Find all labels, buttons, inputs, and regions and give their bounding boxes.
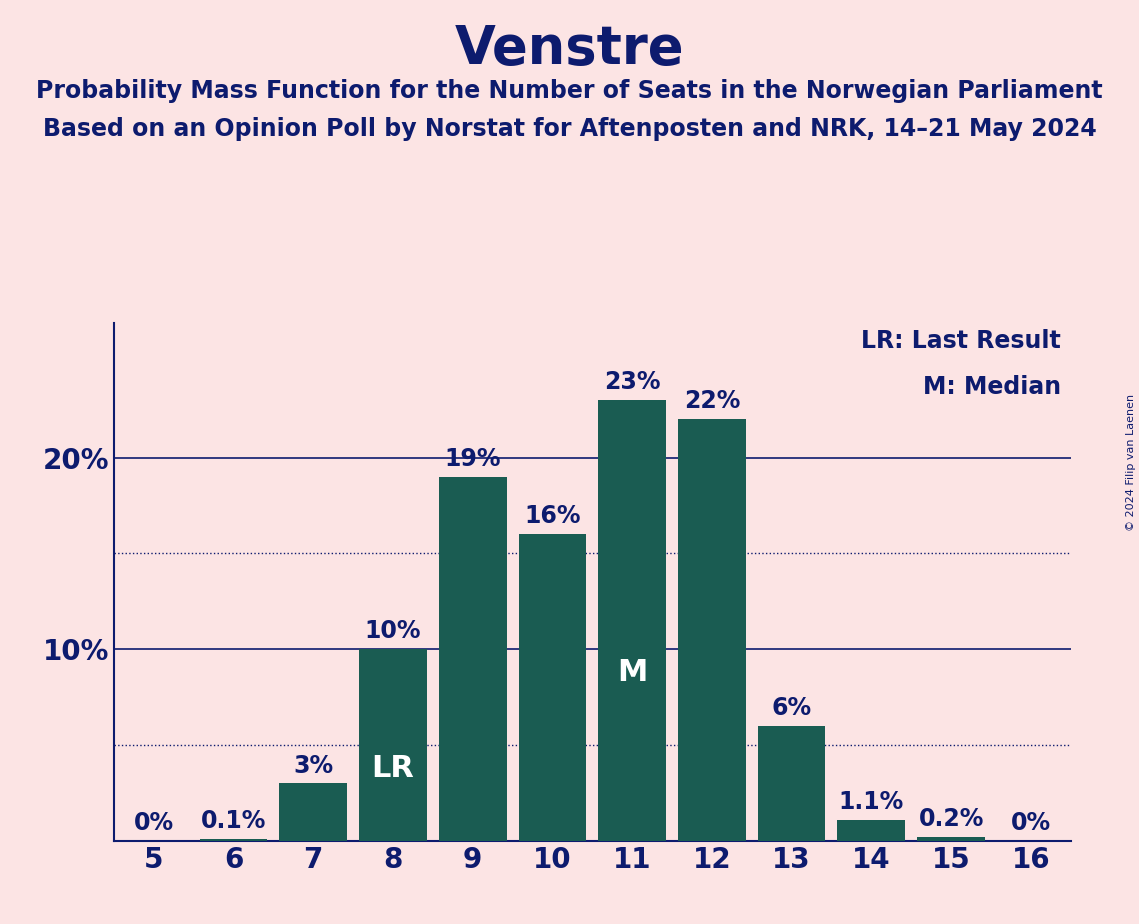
Bar — [439, 477, 507, 841]
Text: M: Median: M: Median — [923, 375, 1062, 399]
Bar — [917, 837, 985, 841]
Text: 3%: 3% — [293, 754, 334, 778]
Text: LR: Last Result: LR: Last Result — [861, 329, 1062, 353]
Text: 1.1%: 1.1% — [838, 790, 904, 814]
Text: 0%: 0% — [1010, 811, 1051, 835]
Bar — [678, 419, 746, 841]
Text: M: M — [617, 658, 647, 687]
Text: 0%: 0% — [133, 811, 174, 835]
Text: Based on an Opinion Poll by Norstat for Aftenposten and NRK, 14–21 May 2024: Based on an Opinion Poll by Norstat for … — [42, 117, 1097, 141]
Text: 23%: 23% — [604, 371, 661, 395]
Text: 6%: 6% — [771, 696, 812, 720]
Text: 16%: 16% — [524, 505, 581, 529]
Bar — [359, 650, 427, 841]
Text: Venstre: Venstre — [454, 23, 685, 75]
Text: Probability Mass Function for the Number of Seats in the Norwegian Parliament: Probability Mass Function for the Number… — [36, 79, 1103, 103]
Bar — [279, 784, 347, 841]
Text: 10%: 10% — [364, 619, 421, 643]
Text: 0.1%: 0.1% — [200, 809, 267, 833]
Bar — [199, 839, 268, 841]
Text: 22%: 22% — [683, 390, 740, 413]
Bar — [518, 534, 587, 841]
Bar — [837, 820, 906, 841]
Text: 0.2%: 0.2% — [918, 808, 984, 832]
Bar — [757, 726, 826, 841]
Text: 19%: 19% — [444, 447, 501, 471]
Bar — [598, 400, 666, 841]
Text: © 2024 Filip van Laenen: © 2024 Filip van Laenen — [1126, 394, 1136, 530]
Text: LR: LR — [371, 754, 415, 784]
